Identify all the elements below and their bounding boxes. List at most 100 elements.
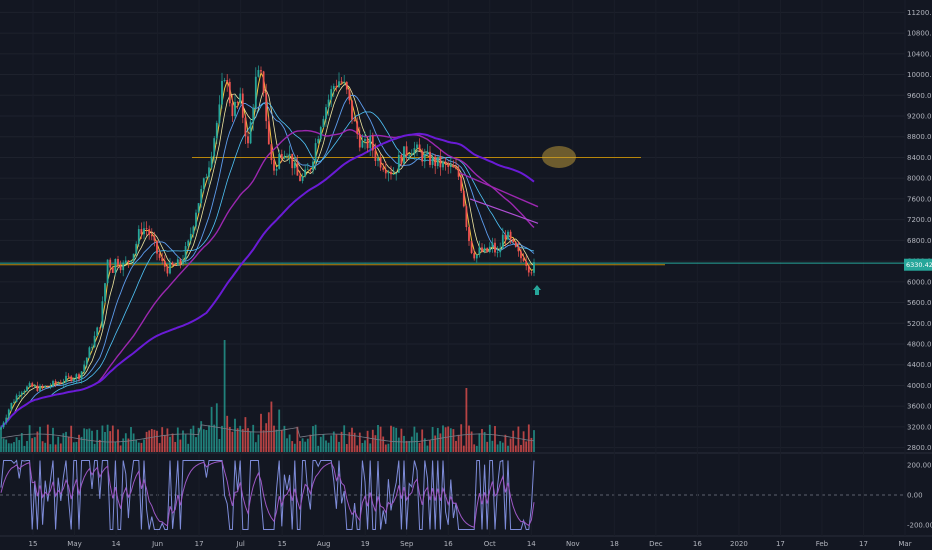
candle-body [499,248,502,253]
volume-bar [356,445,359,452]
volume-bar [397,437,400,452]
time-tick-label: 14 [527,540,536,548]
candle-body [189,233,192,241]
volume-bar [262,430,265,452]
volume-bar [23,445,26,452]
candle-body [348,89,351,101]
candle-body [527,265,530,273]
price-tick-label: 9200.00 [907,113,932,121]
volume-bar [166,428,169,452]
time-tick-label: Jul [235,540,245,548]
candle-body [291,153,294,169]
volume-bar [335,434,338,452]
candle-body [429,151,431,165]
candle-body [202,178,205,190]
candle-body [150,234,153,237]
candle-body [62,382,65,384]
candle-body [364,138,366,142]
candle-body [418,144,421,152]
candle-body [335,86,338,88]
time-tick-label: Mar [898,540,911,548]
arrow-up-annotation [533,285,541,295]
time-tick-label: 16 [693,540,702,548]
volume-bar [291,441,294,452]
volume-bar [317,445,320,452]
candle-body [54,381,57,384]
volume-bar [533,430,535,452]
volume-bar [117,429,119,452]
candle-body [156,240,158,254]
volume-bar [156,430,158,452]
volume-bar [41,441,44,452]
volume-bar [249,431,252,452]
candle-body [215,122,218,139]
volume-bar [473,444,476,452]
volume-bar [26,440,28,452]
volume-bar [202,429,205,452]
candle-body [137,229,140,244]
price-tick-label: 10000.00 [907,71,932,79]
volume-bar [494,426,496,452]
candle-body [244,117,247,137]
volume-bar [418,442,421,452]
candle-body [213,138,216,157]
candle-body [252,107,255,122]
candle-body [85,357,88,365]
price-tick-label: 4800.00 [907,341,932,349]
candle-body [382,167,385,170]
candle-body [273,160,275,171]
volume-bar [210,406,213,452]
time-tick-label: 17 [859,540,868,548]
time-axis[interactable]: 15 May 14 Jun 17 Jul 15 Aug 19 Sep 16 Oct 14 Nov 18 Dec… [29,540,912,548]
candle-body [44,385,47,388]
time-tick-label: 17 [195,540,204,548]
volume-bar [127,438,130,452]
candle-body [166,266,169,274]
volume-bar [392,426,395,452]
candle-body [395,172,398,175]
ellipse-annotation [542,146,576,168]
candle-body [366,138,369,149]
candle-body [200,189,203,204]
candle-body [104,283,106,302]
price-tick-label: 10400.00 [907,50,932,58]
candle-body [192,226,195,234]
candle-body [254,76,257,108]
price-axis[interactable]: 11200.00 10800.00 10400.00 10000.00 9600.00 9… [904,9,932,530]
time-tick-label: Jun [151,540,163,548]
candle-body [481,247,483,252]
volume-bar [44,442,47,452]
volume-bar [447,426,450,452]
candle-body [483,247,486,252]
candle-body [455,167,457,169]
volume-bar [169,436,171,452]
volume-bar [364,440,366,452]
candle-body [304,169,307,177]
candle-body [122,262,125,271]
price-tick-label: 3600.00 [907,403,932,411]
candle-body [161,257,164,261]
time-tick-label: 15 [29,540,38,548]
volume-bar [504,434,507,452]
time-tick-label: Oct [484,540,496,548]
volume-bar [384,444,387,452]
volume-bar [455,440,457,452]
volume-bar [442,425,444,452]
price-tick-label: 5600.00 [907,299,932,307]
candle-body [158,253,161,258]
candle-body [436,156,439,167]
volume-bar [322,434,325,452]
volume-bar [280,430,283,452]
candle-body [486,247,489,252]
volume-bar [371,429,374,452]
time-tick-label: 19 [361,540,370,548]
volume-bar [452,429,455,452]
candle-body [80,371,83,380]
volume-bar [358,432,361,452]
candle-body [280,153,283,159]
candle-body [423,153,426,162]
candle-body [114,259,117,273]
candle-body [130,260,132,263]
candle-body [343,82,346,83]
